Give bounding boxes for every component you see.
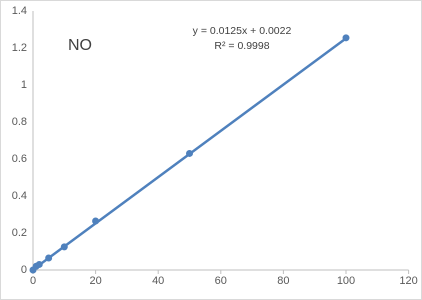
y-tick-label: 0.6: [12, 153, 27, 165]
point: [92, 217, 100, 225]
point: [45, 254, 53, 262]
x-tick-label: 120: [399, 275, 417, 287]
y-tick-label: 0: [21, 264, 27, 276]
annotation: NO: [68, 37, 92, 54]
y-tick-label: 1.2: [12, 42, 27, 54]
point: [60, 243, 68, 251]
x-tick-label: 0: [30, 275, 36, 287]
y-tick-label: 1: [21, 79, 27, 91]
y-tick-label: 1.4: [12, 5, 27, 17]
x-tick-label: 60: [215, 275, 227, 287]
x-tick-label: 20: [89, 275, 101, 287]
annotation: y = 0.0125x + 0.0022: [193, 25, 292, 37]
point: [342, 34, 350, 42]
point: [186, 149, 193, 157]
x-tick-label: 80: [277, 275, 289, 287]
x-tick-label: 100: [337, 275, 355, 287]
y-tick-label: 0.8: [12, 116, 27, 128]
y-tick-label: 0.2: [12, 227, 27, 239]
y-tick-label: 0.4: [12, 190, 27, 202]
annotation: R² = 0.9998: [214, 40, 269, 52]
point: [35, 260, 43, 268]
x-tick-label: 40: [152, 275, 164, 287]
